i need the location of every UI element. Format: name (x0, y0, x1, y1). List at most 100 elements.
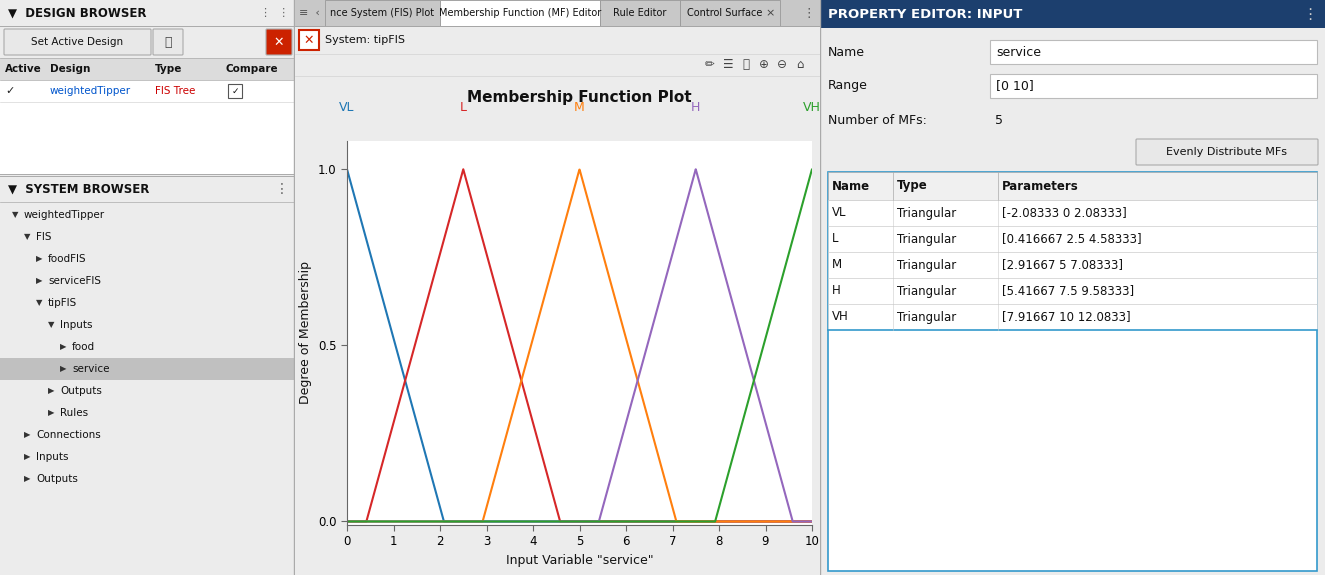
Text: 5: 5 (995, 113, 1003, 126)
Bar (0, 0, 295, 26)
Text: ▶: ▶ (48, 408, 54, 417)
Bar (0, 358, 295, 380)
Text: [-2.08333 0 2.08333]: [-2.08333 0 2.08333] (1002, 206, 1126, 220)
Text: Triangular: Triangular (897, 206, 957, 220)
Text: Parameters: Parameters (1002, 179, 1079, 193)
Text: tipFIS: tipFIS (48, 298, 77, 308)
Text: ▼: ▼ (24, 232, 30, 242)
Bar (828, 304, 1317, 330)
Text: ✕: ✕ (274, 36, 285, 48)
Text: ▶: ▶ (36, 255, 42, 263)
Text: ✓: ✓ (232, 86, 238, 95)
Text: ▶: ▶ (36, 277, 42, 286)
Text: Rule Editor: Rule Editor (613, 8, 666, 18)
Text: Inputs: Inputs (60, 320, 93, 330)
Text: ⧉: ⧉ (164, 36, 172, 48)
Text: ▶: ▶ (24, 474, 30, 484)
Text: ⊕: ⊕ (759, 59, 768, 71)
Bar (0, 80, 295, 102)
Bar (828, 172, 1317, 200)
Text: [7.91667 10 12.0833]: [7.91667 10 12.0833] (1002, 310, 1130, 324)
Bar (990, 40, 1317, 64)
Text: PROPERTY EDITOR: INPUT: PROPERTY EDITOR: INPUT (828, 7, 1023, 21)
Bar (295, 54, 820, 76)
Text: ▼  DESIGN BROWSER: ▼ DESIGN BROWSER (8, 6, 147, 20)
Text: VL: VL (339, 101, 355, 114)
Bar (0, 176, 295, 202)
Text: ▼: ▼ (36, 298, 42, 308)
Text: ☰: ☰ (722, 59, 733, 71)
Text: L: L (832, 232, 839, 246)
Text: ▶: ▶ (60, 365, 66, 374)
Text: ✕: ✕ (303, 33, 314, 47)
Text: ⊖: ⊖ (776, 59, 787, 71)
Text: Type: Type (155, 64, 183, 74)
Text: VH: VH (832, 310, 849, 324)
Text: H: H (692, 101, 701, 114)
Bar (828, 278, 1317, 304)
Bar (828, 226, 1317, 252)
Text: Name: Name (832, 179, 871, 193)
Text: service: service (996, 45, 1041, 59)
Text: Rules: Rules (60, 408, 89, 418)
Text: ✓: ✓ (5, 86, 15, 96)
Text: serviceFIS: serviceFIS (48, 276, 101, 286)
Text: Range: Range (828, 79, 868, 93)
Bar (295, 0, 820, 26)
Text: Type: Type (897, 179, 928, 193)
Text: Inputs: Inputs (36, 452, 69, 462)
Bar (828, 330, 1317, 571)
FancyBboxPatch shape (1136, 139, 1318, 165)
Text: [0 10]: [0 10] (996, 79, 1034, 93)
Bar (325, 0, 440, 26)
Text: Triangular: Triangular (897, 310, 957, 324)
Bar (828, 172, 1317, 330)
Text: VL: VL (832, 206, 847, 220)
Bar (295, 26, 820, 54)
Text: Membership Function (MF) Editor: Membership Function (MF) Editor (439, 8, 602, 18)
Text: ▶: ▶ (24, 431, 30, 439)
FancyBboxPatch shape (152, 29, 183, 55)
Bar (990, 74, 1317, 98)
Text: Outputs: Outputs (60, 386, 102, 396)
Text: [2.91667 5 7.08333]: [2.91667 5 7.08333] (1002, 259, 1124, 271)
Text: Design: Design (50, 64, 90, 74)
Bar (440, 0, 600, 26)
Bar (0, 58, 295, 80)
FancyBboxPatch shape (4, 29, 151, 55)
Bar (828, 252, 1317, 278)
Text: Outputs: Outputs (36, 474, 78, 484)
Bar (680, 0, 780, 26)
Text: ▶: ▶ (60, 343, 66, 351)
Text: Evenly Distribute MFs: Evenly Distribute MFs (1166, 147, 1288, 157)
Text: ▶: ▶ (24, 453, 30, 462)
Text: nce System (FIS) Plot: nce System (FIS) Plot (330, 8, 435, 18)
Bar (228, 84, 242, 98)
Text: ▼: ▼ (12, 210, 19, 220)
Text: ⋮: ⋮ (276, 182, 289, 196)
Text: service: service (72, 364, 110, 374)
Text: ≡  ‹: ≡ ‹ (299, 8, 319, 18)
Text: ⌂: ⌂ (796, 59, 804, 71)
Text: [5.41667 7.5 9.58333]: [5.41667 7.5 9.58333] (1002, 285, 1134, 297)
Text: ×: × (766, 8, 775, 18)
Bar (828, 200, 1317, 226)
Text: M: M (832, 259, 843, 271)
Y-axis label: Degree of Membership: Degree of Membership (299, 262, 313, 404)
Text: ⋮  ⋮: ⋮ ⋮ (260, 8, 289, 18)
Text: ▶: ▶ (48, 386, 54, 396)
Text: Triangular: Triangular (897, 259, 957, 271)
FancyBboxPatch shape (266, 29, 292, 55)
Text: H: H (832, 285, 841, 297)
Text: ▼: ▼ (48, 320, 54, 329)
Text: ⋮: ⋮ (803, 6, 815, 20)
Text: Triangular: Triangular (897, 285, 957, 297)
Text: Name: Name (828, 45, 865, 59)
FancyBboxPatch shape (299, 30, 319, 50)
Text: food: food (72, 342, 95, 352)
Text: VH: VH (803, 101, 822, 114)
Text: Control Surface: Control Surface (688, 8, 763, 18)
Text: FIS Tree: FIS Tree (155, 86, 195, 96)
Bar (820, 0, 1325, 28)
Text: ▼  SYSTEM BROWSER: ▼ SYSTEM BROWSER (8, 182, 150, 196)
